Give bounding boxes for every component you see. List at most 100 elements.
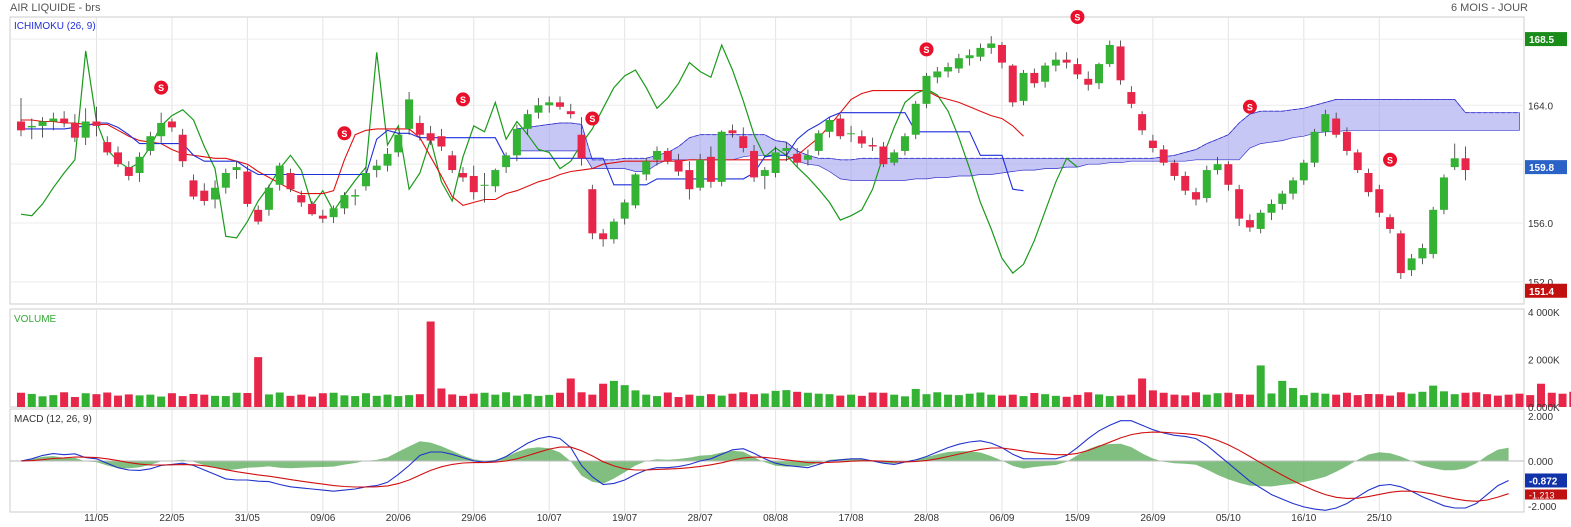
volume-bar [448, 394, 457, 407]
sell-signal-label: S [341, 129, 347, 139]
candle [448, 150, 457, 174]
volume-bar [361, 393, 370, 407]
volume-title: VOLUME [14, 314, 57, 325]
x-tick-label: 09/06 [310, 513, 335, 524]
sell-signal-label: S [924, 45, 930, 55]
candle [944, 62, 953, 78]
volume-bar [965, 393, 974, 407]
ichimoku-cloud [516, 99, 1520, 181]
candle-body [1375, 189, 1384, 213]
volume-bar [1439, 391, 1448, 407]
volume-bar [232, 392, 241, 407]
volume-bar [167, 393, 176, 407]
price-badge [1525, 32, 1567, 47]
sell-signal-marker: S [455, 92, 470, 107]
volume-bar [264, 394, 273, 407]
volume-bar [1051, 395, 1060, 407]
volume-bar [793, 391, 802, 407]
x-tick-label: 28/07 [688, 513, 713, 524]
candle [782, 142, 791, 162]
candle-body [1386, 217, 1395, 229]
candle-body [189, 180, 198, 197]
volume-bar [1062, 396, 1071, 407]
volume-bar [1483, 394, 1492, 407]
volume-bar [286, 395, 295, 407]
candle-body [803, 155, 812, 160]
sell-signal-icon [919, 42, 934, 57]
candle [620, 199, 629, 225]
volume-bar [275, 392, 284, 407]
candle [1084, 71, 1093, 91]
volume-bar [1569, 391, 1571, 407]
sell-signal-label: S [1387, 155, 1393, 165]
price-badge-label: 159.8 [1529, 163, 1554, 174]
x-tick-label: 05/10 [1216, 513, 1241, 524]
candle-body [847, 133, 856, 135]
candle-body [631, 174, 640, 206]
candle [523, 109, 532, 135]
sell-signal-marker: S [919, 42, 934, 57]
volume-bar [1170, 394, 1179, 407]
candle [70, 114, 79, 143]
volume-bar [728, 393, 737, 407]
candle-body [868, 145, 877, 147]
candle [825, 117, 834, 138]
volume-bar [49, 395, 58, 407]
volume-bar [211, 395, 220, 407]
candle-body [308, 203, 317, 215]
x-tick-label: 11/05 [84, 513, 109, 524]
volume-bar [588, 394, 597, 407]
macd-line [20, 420, 1509, 511]
chart-period[interactable]: 6 MOIS - JOUR [1451, 2, 1529, 14]
candle-body [911, 103, 920, 135]
volume-bar [189, 393, 198, 407]
candle-body [1429, 209, 1438, 254]
candle [1030, 68, 1039, 88]
volume-bar [987, 394, 996, 407]
chikou-span-line [20, 43, 1078, 274]
candle [1127, 86, 1136, 109]
candle [297, 190, 306, 207]
volume-bar [512, 395, 521, 407]
volume-bar [1159, 392, 1168, 407]
price-badge [1525, 160, 1567, 175]
candle [1450, 143, 1459, 171]
price-tick-label: 152.0 [1528, 278, 1553, 289]
volume-bar [933, 392, 942, 407]
candle [1008, 64, 1017, 107]
candle-body [793, 153, 802, 163]
candle [394, 133, 403, 157]
sell-signal-marker: S [1242, 99, 1257, 114]
candle [491, 168, 500, 193]
candle-body [329, 208, 338, 218]
volume-panel [9, 308, 1525, 408]
sell-signal-marker: S [1070, 10, 1085, 24]
volume-bar [1116, 395, 1125, 407]
volume-bar [415, 394, 424, 407]
sell-signal-marker: S [337, 126, 352, 141]
volume-bar [1235, 394, 1244, 407]
candle-body [1170, 162, 1179, 176]
volume-bar [1342, 392, 1351, 407]
candle-body [814, 133, 823, 151]
volume-bar [803, 392, 812, 407]
candle [1310, 128, 1319, 168]
sell-signal-marker: S [154, 80, 169, 95]
candle [760, 167, 769, 190]
candle-body [1181, 175, 1190, 191]
volume-bar [157, 396, 166, 407]
volume-bar [620, 385, 629, 407]
candle [987, 36, 996, 54]
candle [178, 128, 187, 168]
price-tick-label: 164.0 [1528, 101, 1553, 112]
candle-body [739, 136, 748, 148]
volume-bar [329, 392, 338, 407]
senkou-span-a [516, 99, 1520, 161]
candle-body [944, 67, 953, 72]
volume-bar [491, 394, 500, 407]
candle [146, 131, 155, 156]
volume-bar [825, 394, 834, 407]
candle-body [318, 215, 327, 219]
volume-bar [469, 393, 478, 407]
